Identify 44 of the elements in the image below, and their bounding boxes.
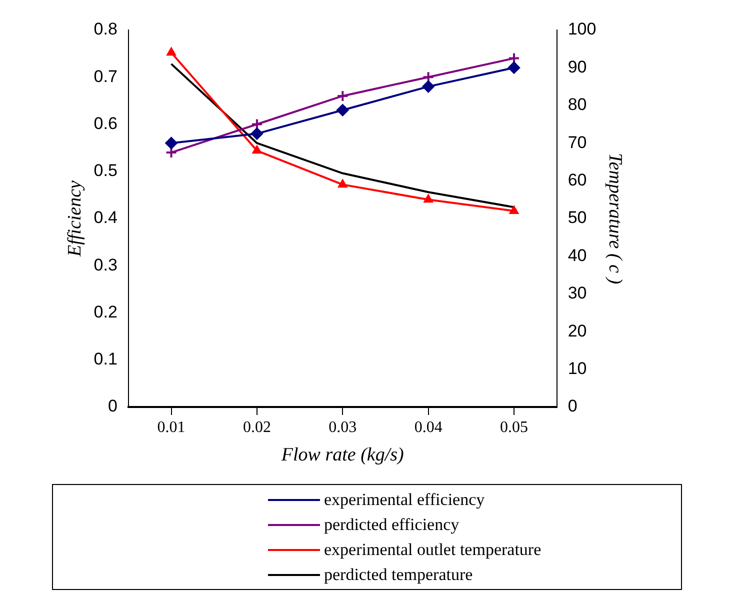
x-axis-title: Flow rate (kg/s) [280, 444, 404, 466]
x-tick-label: 0.01 [157, 418, 186, 436]
y2-tick-label: 50 [568, 208, 587, 228]
y2-tick-label: 100 [568, 20, 596, 39]
legend-label: perdicted efficiency [324, 514, 460, 534]
point [166, 48, 176, 56]
point [508, 62, 520, 74]
y-tick-label: 0.8 [94, 20, 118, 39]
x-tick-label: 0.03 [328, 418, 357, 436]
point [252, 146, 262, 154]
x-tick-label: 0.05 [500, 418, 528, 436]
y2-tick-label: 10 [568, 358, 587, 378]
point [424, 194, 433, 203]
y-axis-title: Efficiency [64, 180, 86, 258]
x-tick-label: 0.02 [242, 418, 271, 436]
legend-label: experimental efficiency [324, 490, 485, 510]
y-tick-label: 0.3 [94, 255, 118, 274]
y-tick-label: 0.1 [94, 350, 118, 369]
y2-tick-label: 90 [568, 57, 587, 76]
y2-tick-label: 20 [568, 321, 587, 340]
y2-tick-label: 40 [568, 246, 587, 265]
y2-tick-label: 80 [568, 95, 587, 114]
y2-axis-title: Temperature ( c ) [604, 152, 626, 284]
y2-tick-label: 60 [568, 170, 587, 190]
y-tick-label: 0.6 [94, 114, 118, 133]
legend-label: experimental outlet temperature [324, 540, 542, 560]
y2-tick-label: 30 [568, 284, 587, 303]
y2-tick-label: 0 [568, 396, 578, 416]
y2-tick-label: 70 [568, 132, 587, 152]
point [165, 137, 178, 150]
x-tick-label: 0.04 [414, 418, 442, 436]
y-tick-label: 0.2 [94, 302, 118, 322]
y-tick-label: 0.5 [94, 161, 118, 180]
y-tick-label: 0 [108, 396, 118, 416]
point [338, 180, 348, 188]
y-tick-label: 0.4 [94, 208, 118, 228]
point [165, 146, 178, 159]
point [250, 128, 263, 140]
y-tick-label: 0.7 [94, 66, 118, 86]
point [336, 90, 349, 102]
point [510, 206, 518, 214]
point [422, 80, 434, 93]
legend-label: perdicted temperature [324, 564, 473, 584]
point [336, 104, 349, 116]
